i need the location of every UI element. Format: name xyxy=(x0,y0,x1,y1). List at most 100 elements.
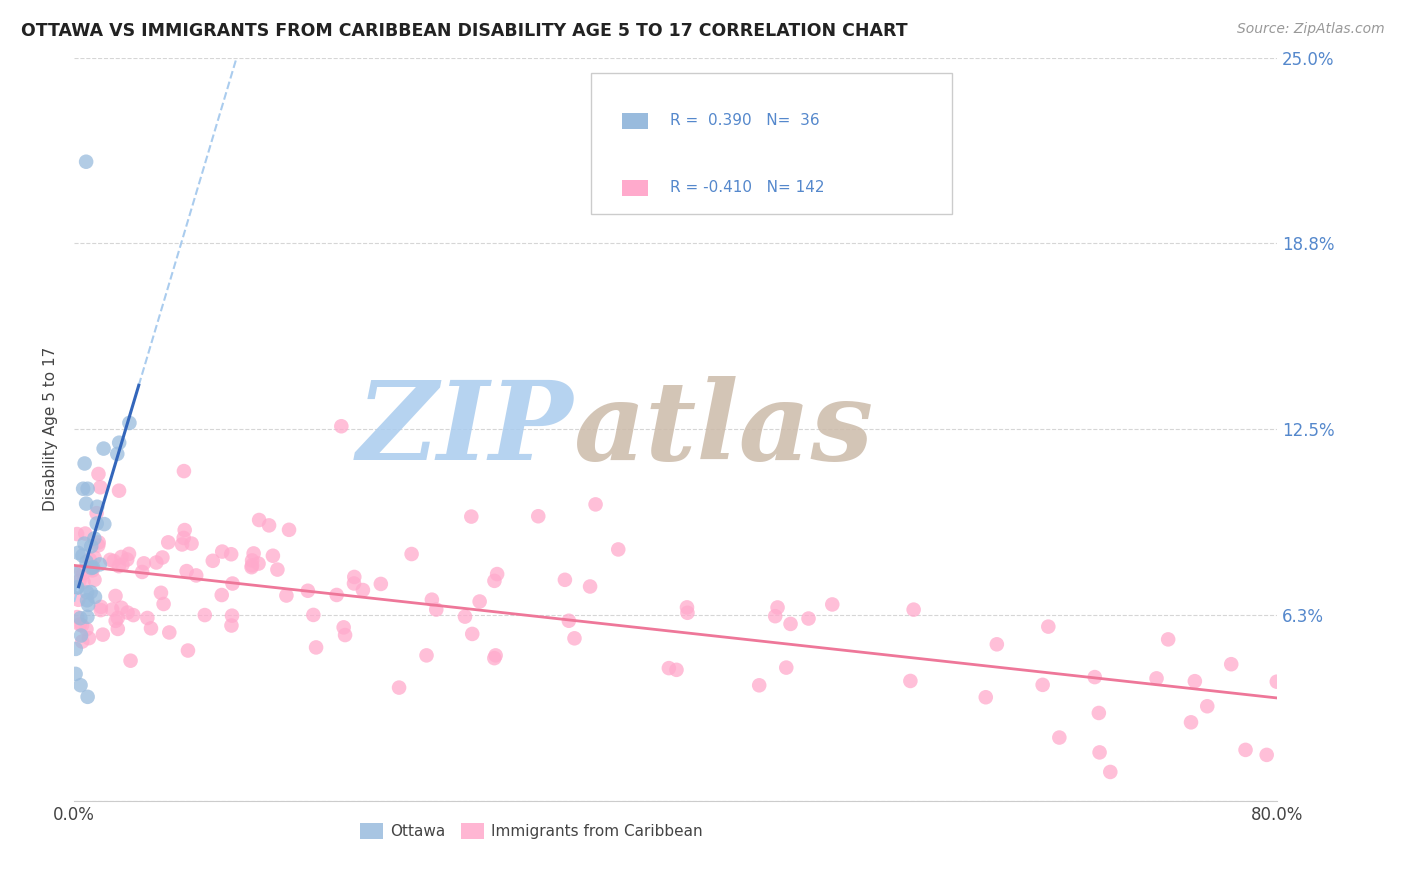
Point xyxy=(115,552,138,566)
Point xyxy=(1038,619,1060,633)
Point xyxy=(139,621,162,635)
FancyBboxPatch shape xyxy=(592,72,952,214)
Point xyxy=(72,566,94,581)
Point xyxy=(107,622,129,636)
Point xyxy=(82,560,104,574)
Point xyxy=(77,598,100,612)
Point xyxy=(460,509,482,524)
Point xyxy=(221,576,243,591)
Point xyxy=(821,598,844,612)
Point xyxy=(1032,678,1054,692)
Point xyxy=(211,544,233,558)
Point xyxy=(70,565,93,579)
Point xyxy=(75,622,97,636)
Point xyxy=(82,563,104,577)
Legend: Ottawa, Immigrants from Caribbean: Ottawa, Immigrants from Caribbean xyxy=(353,817,709,846)
Point xyxy=(484,651,506,665)
Point xyxy=(676,606,699,620)
Point xyxy=(333,628,356,642)
Text: OTTAWA VS IMMIGRANTS FROM CARIBBEAN DISABILITY AGE 5 TO 17 CORRELATION CHART: OTTAWA VS IMMIGRANTS FROM CARIBBEAN DISA… xyxy=(21,22,908,40)
Point xyxy=(415,648,437,663)
Point xyxy=(797,611,820,625)
Point xyxy=(527,509,550,524)
Point xyxy=(276,589,298,603)
Point xyxy=(173,531,195,545)
Point xyxy=(343,570,366,584)
Point xyxy=(131,565,153,579)
Point xyxy=(1184,674,1206,689)
Point xyxy=(98,553,121,567)
Point xyxy=(80,539,103,553)
Point xyxy=(70,634,93,648)
Point xyxy=(66,581,89,595)
Point xyxy=(194,608,217,623)
Point xyxy=(748,678,770,692)
Point xyxy=(69,574,91,588)
Point xyxy=(607,542,630,557)
Point xyxy=(105,447,128,461)
Bar xyxy=(621,179,648,196)
Point xyxy=(75,497,97,511)
Point xyxy=(108,483,131,498)
Point xyxy=(1256,747,1278,762)
Bar xyxy=(621,112,648,129)
Point xyxy=(73,457,96,471)
Point xyxy=(172,537,194,551)
Point xyxy=(278,523,301,537)
Point xyxy=(221,618,243,632)
Point xyxy=(898,673,921,688)
Point xyxy=(173,523,195,537)
Point xyxy=(65,641,87,656)
Point xyxy=(76,610,98,624)
Point xyxy=(149,586,172,600)
Point xyxy=(779,616,801,631)
Point xyxy=(108,559,131,574)
Point xyxy=(80,561,103,575)
Point xyxy=(69,617,91,632)
Point xyxy=(79,585,101,599)
Point xyxy=(186,568,208,582)
Point xyxy=(974,690,997,705)
Point xyxy=(89,480,111,494)
Point xyxy=(343,576,366,591)
Point xyxy=(69,678,91,692)
Text: atlas: atlas xyxy=(574,376,873,483)
Point xyxy=(176,564,198,578)
Point xyxy=(763,609,786,624)
Point xyxy=(83,573,105,587)
Point xyxy=(1180,715,1202,730)
Point xyxy=(72,549,94,563)
Point xyxy=(425,602,447,616)
Point xyxy=(564,632,586,646)
Point xyxy=(1084,670,1107,684)
Point xyxy=(332,620,354,634)
Point xyxy=(118,416,141,430)
Point xyxy=(132,557,155,571)
Point xyxy=(468,594,491,608)
Point xyxy=(461,627,484,641)
Point xyxy=(93,517,115,532)
Point xyxy=(107,611,129,625)
Point xyxy=(65,666,87,681)
Point xyxy=(486,567,509,582)
Point xyxy=(104,589,127,603)
Point xyxy=(585,497,607,511)
Point xyxy=(86,506,108,520)
Point xyxy=(89,558,111,572)
Point xyxy=(145,556,167,570)
Point xyxy=(554,573,576,587)
Point xyxy=(67,592,90,607)
Point xyxy=(84,590,107,604)
Point xyxy=(221,608,243,623)
Point xyxy=(388,681,411,695)
Point xyxy=(73,536,96,550)
Text: ZIP: ZIP xyxy=(357,376,574,483)
Point xyxy=(76,585,98,599)
Point xyxy=(120,654,142,668)
Point xyxy=(401,547,423,561)
Point xyxy=(110,549,132,564)
Point xyxy=(70,618,93,632)
Point xyxy=(219,547,242,561)
Point xyxy=(86,516,108,531)
Point xyxy=(173,464,195,478)
